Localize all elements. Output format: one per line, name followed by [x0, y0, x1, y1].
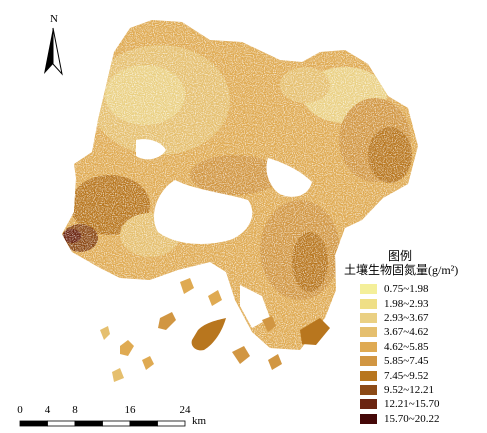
scale-bar-segment [19, 420, 48, 427]
soil-fixation-region [62, 20, 418, 382]
legend-item-label: 12.21~15.70 [384, 398, 440, 411]
legend-item: 2.93~3.67 [344, 311, 484, 325]
legend-item: 12.21~15.70 [344, 397, 484, 411]
legend: 图例 土壤生物固氮量(g/m²) 0.75~1.98 1.98~2.93 2.93~… [344, 249, 484, 426]
legend-item: 0.75~1.98 [344, 282, 484, 296]
non-data-areas [106, 139, 312, 328]
legend-item-label: 3.67~4.62 [384, 326, 429, 339]
scale-bar-segment [129, 420, 158, 427]
legend-item-label: 9.52~12.21 [384, 383, 434, 396]
legend-item: 3.67~4.62 [344, 325, 484, 339]
legend-item-label: 1.98~2.93 [384, 297, 429, 310]
legend-swatch [360, 413, 377, 424]
scale-tick-label: 16 [124, 404, 136, 416]
legend-item: 7.45~9.52 [344, 368, 484, 382]
north-arrow [44, 27, 63, 76]
legend-item: 5.85~7.45 [344, 354, 484, 368]
scattered-fragments [100, 278, 330, 382]
legend-swatch [360, 298, 377, 309]
scale-tick-label: 24 [179, 404, 191, 416]
legend-item-label: 2.93~3.67 [384, 311, 429, 324]
scale-tick-label: 0 [17, 404, 23, 416]
legend-title: 图例 [387, 249, 412, 263]
north-arrow-dark-half-icon [44, 28, 53, 74]
north-arrow-light-half-icon [52, 27, 63, 76]
legend-item: 15.70~20.22 [344, 412, 484, 426]
legend-subtitle: 土壤生物固氮量(g/m²) [344, 263, 459, 277]
legend-item: 1.98~2.93 [344, 296, 484, 310]
scale-unit: km [192, 415, 207, 427]
scale-bar [19, 420, 186, 427]
legend-item-label: 5.85~7.45 [384, 355, 429, 368]
legend-item-label: 7.45~9.52 [384, 369, 429, 382]
legend-swatch [360, 356, 377, 367]
legend-swatch [360, 384, 377, 395]
scale-tick-label: 4 [44, 404, 51, 416]
legend-items: 0.75~1.98 1.98~2.93 2.93~3.67 3.67~4.62 4.62… [344, 282, 484, 426]
scale-bar-segment [47, 420, 76, 427]
scale-tick-label: 8 [72, 404, 78, 416]
legend-swatch [360, 327, 377, 338]
legend-item-label: 15.70~20.22 [384, 412, 440, 425]
north-label: N [50, 13, 58, 25]
legend-item-label: 0.75~1.98 [384, 283, 429, 296]
legend-swatch [360, 399, 377, 410]
legend-item-label: 4.62~5.85 [384, 340, 429, 353]
legend-swatch [360, 341, 377, 352]
scale-bar-segment [102, 420, 131, 427]
legend-swatch [360, 284, 377, 295]
scale-bar-segment [157, 420, 186, 427]
legend-swatch [360, 370, 377, 381]
legend-swatch [360, 312, 377, 323]
legend-item: 9.52~12.21 [344, 383, 484, 397]
legend-item: 4.62~5.85 [344, 340, 484, 354]
scale-bar-segment [74, 420, 103, 427]
